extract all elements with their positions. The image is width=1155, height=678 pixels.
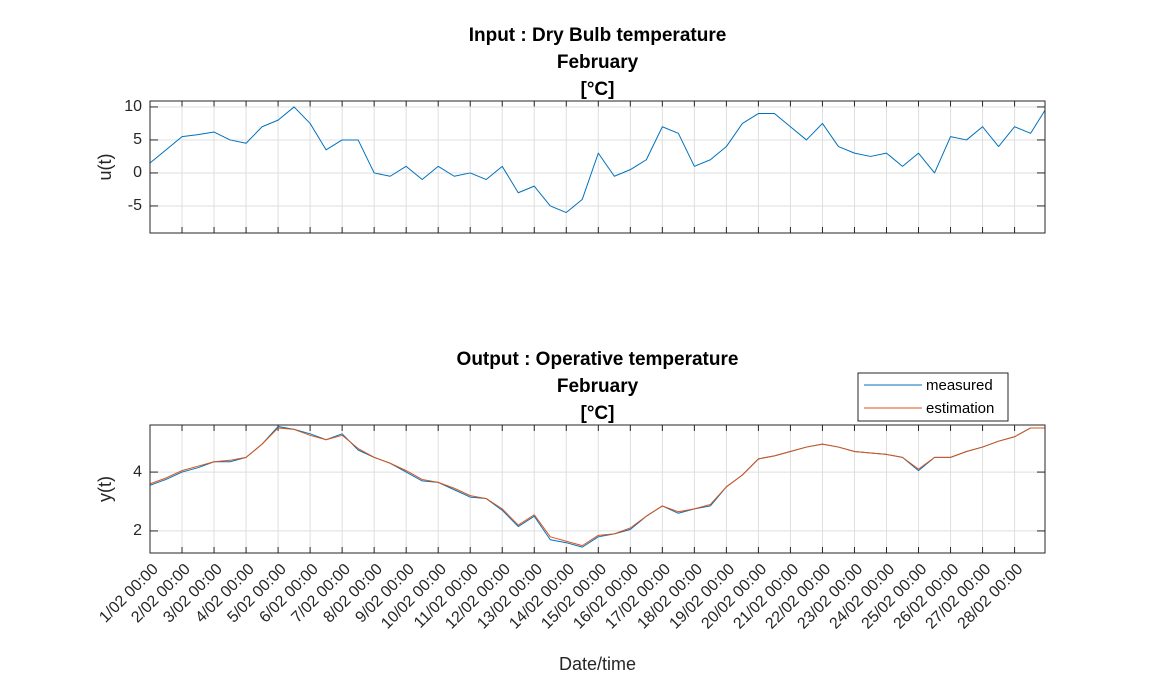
y-axis-label: y(t) (95, 476, 115, 502)
legend-label: measured (926, 377, 993, 394)
chart-title: [°C] (581, 79, 615, 100)
series-line (149, 427, 1045, 547)
y-tick-label: 2 (133, 522, 142, 539)
y-tick-label: 10 (124, 98, 142, 115)
chart-title: February (557, 52, 639, 73)
chart-title: [°C] (581, 403, 615, 424)
chart-title: Output : Operative temperature (457, 349, 739, 370)
x-axis-label: Date/time (559, 654, 636, 674)
y-tick-label: 4 (133, 463, 142, 480)
y-axis-label: u(t) (95, 154, 115, 181)
legend-label: estimation (926, 400, 994, 417)
axes-box (149, 424, 1046, 554)
y-tick-label: 0 (133, 164, 142, 181)
y-tick-label: 5 (133, 131, 142, 148)
chart-title: Input : Dry Bulb temperature (469, 25, 727, 46)
series-line (149, 106, 1046, 214)
y-tick-label: -5 (128, 197, 142, 214)
legend-box (857, 372, 1009, 422)
axes-box (149, 100, 1046, 234)
chart-title: February (557, 376, 639, 397)
plot-area (150, 101, 1045, 233)
plot-area (150, 425, 1045, 553)
